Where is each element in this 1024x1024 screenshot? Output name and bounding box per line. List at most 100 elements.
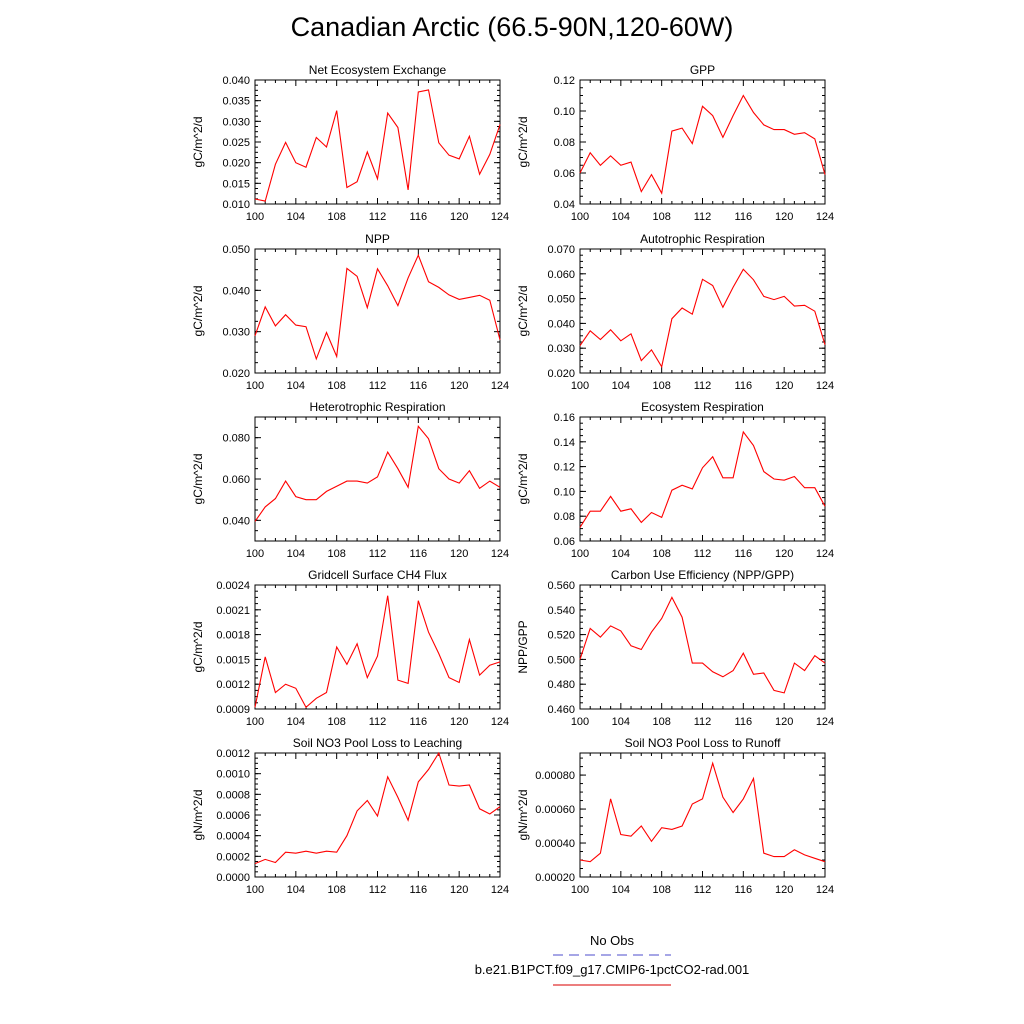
x-tick-label: 104: [287, 211, 305, 223]
series-line: [579, 761, 826, 863]
x-tick-label: 108: [327, 716, 345, 728]
y-tick-label: 0.560: [547, 580, 575, 592]
x-tick-label: 120: [450, 380, 468, 392]
x-tick-label: 100: [246, 884, 264, 896]
y-axis-label: NPP/GPP: [516, 620, 530, 673]
x-tick-label: 108: [652, 211, 670, 223]
x-tick-label: 116: [410, 211, 428, 223]
y-tick-label: 0.0021: [216, 605, 250, 617]
y-tick-label: 0.030: [547, 343, 575, 355]
x-tick-label: 104: [287, 548, 305, 560]
x-tick-label: 100: [571, 884, 589, 896]
y-tick-label: 0.0012: [216, 748, 250, 760]
panel-2: GPP gC/m^2/d 100 104 108 112 116 120 124 0.04 0.06…: [516, 63, 834, 223]
y-tick-label: 0.00040: [535, 838, 575, 850]
plot-frame: [579, 79, 826, 205]
panel-9: Soil NO3 Pool Loss to Leaching gN/m^2/d 10…: [191, 736, 509, 896]
x-tick-label: 116: [410, 548, 428, 560]
y-tick-label: 0.14: [554, 437, 575, 449]
y-tick-label: 0.040: [222, 75, 250, 87]
y-tick-label: 0.050: [222, 244, 250, 256]
y-axis-label: gC/m^2/d: [191, 117, 205, 168]
x-tick-label: 124: [491, 380, 509, 392]
plot-frame: [254, 248, 501, 374]
plot-frame: [579, 248, 826, 374]
y-tick-label: 0.040: [222, 285, 250, 297]
y-axis-label: gC/m^2/d: [516, 117, 530, 168]
y-tick-label: 0.020: [222, 158, 250, 170]
legend-label-no-obs: No Obs: [590, 933, 635, 948]
series-line: [254, 253, 501, 361]
x-tick-label: 116: [735, 884, 753, 896]
x-tick-label: 100: [246, 716, 264, 728]
series-line: [254, 425, 501, 522]
y-tick-label: 0.00020: [535, 872, 575, 884]
legend: No Obs b.e21.B1PCT.f09_g17.CMIP6-1pctCO2-…: [475, 933, 750, 986]
x-tick-label: 104: [612, 548, 630, 560]
x-tick-label: 104: [612, 716, 630, 728]
y-tick-label: 0.040: [547, 318, 575, 330]
x-tick-label: 108: [327, 548, 345, 560]
y-tick-label: 0.0012: [216, 679, 250, 691]
panel-title: Ecosystem Respiration: [641, 400, 764, 414]
panel-4: Autotrophic Respiration gC/m^2/d 100 104 108…: [516, 232, 834, 392]
x-tick-label: 100: [246, 548, 264, 560]
y-axis-label: gC/m^2/d: [191, 454, 205, 505]
y-tick-label: 0.0024: [216, 580, 250, 592]
y-tick-label: 0.06: [554, 168, 575, 180]
y-tick-label: 0.08: [554, 137, 575, 149]
x-tick-label: 104: [612, 211, 630, 223]
x-tick-label: 104: [612, 380, 630, 392]
x-tick-label: 112: [694, 548, 712, 560]
y-tick-label: 0.00060: [535, 804, 575, 816]
plot-frame: [579, 752, 826, 878]
panel-title: Net Ecosystem Exchange: [309, 63, 447, 77]
y-tick-label: 0.035: [222, 96, 250, 108]
legend-label-run: b.e21.B1PCT.f09_g17.CMIP6-1pctCO2-rad.00…: [475, 962, 750, 977]
x-tick-label: 116: [735, 716, 753, 728]
x-tick-label: 112: [369, 211, 387, 223]
x-tick-label: 120: [450, 884, 468, 896]
y-tick-label: 0.08: [554, 511, 575, 523]
panel-10: Soil NO3 Pool Loss to Runoff gN/m^2/d 100 1…: [516, 736, 834, 896]
page-title: Canadian Arctic (66.5-90N,120-60W): [290, 12, 734, 42]
panel-title: NPP: [365, 232, 390, 246]
x-tick-label: 116: [735, 211, 753, 223]
y-tick-label: 0.00080: [535, 770, 575, 782]
panel-title: Soil NO3 Pool Loss to Runoff: [625, 736, 782, 750]
y-axis-label: gC/m^2/d: [191, 622, 205, 673]
y-tick-label: 0.0009: [216, 704, 250, 716]
x-tick-label: 116: [735, 380, 753, 392]
x-tick-label: 112: [369, 380, 387, 392]
x-tick-label: 112: [694, 211, 712, 223]
series-line: [579, 94, 826, 195]
panel-title: GPP: [690, 63, 715, 77]
y-tick-label: 0.0015: [216, 654, 250, 666]
y-tick-label: 0.025: [222, 137, 250, 149]
x-tick-label: 104: [612, 884, 630, 896]
x-tick-label: 112: [694, 884, 712, 896]
y-tick-label: 0.0004: [216, 831, 250, 843]
x-tick-label: 112: [694, 380, 712, 392]
y-tick-label: 0.020: [222, 368, 250, 380]
y-tick-label: 0.500: [547, 654, 575, 666]
series-line: [579, 596, 826, 694]
plot-frame: [579, 584, 826, 710]
panel-title: Autotrophic Respiration: [640, 232, 765, 246]
y-tick-label: 0.10: [554, 486, 575, 498]
series-line: [254, 751, 501, 865]
x-tick-label: 116: [735, 548, 753, 560]
y-tick-label: 0.0000: [216, 872, 250, 884]
x-tick-label: 108: [327, 380, 345, 392]
panel-3: NPP gC/m^2/d 100 104 108 112 116 120 124 0.020 0.0…: [191, 232, 509, 392]
y-tick-label: 0.060: [547, 269, 575, 281]
x-tick-label: 120: [775, 548, 793, 560]
panel-title: Soil NO3 Pool Loss to Leaching: [293, 736, 462, 750]
x-tick-label: 104: [287, 716, 305, 728]
x-tick-label: 120: [775, 211, 793, 223]
y-tick-label: 0.0018: [216, 630, 250, 642]
x-tick-label: 112: [369, 716, 387, 728]
x-tick-label: 120: [775, 716, 793, 728]
x-tick-label: 124: [491, 884, 509, 896]
